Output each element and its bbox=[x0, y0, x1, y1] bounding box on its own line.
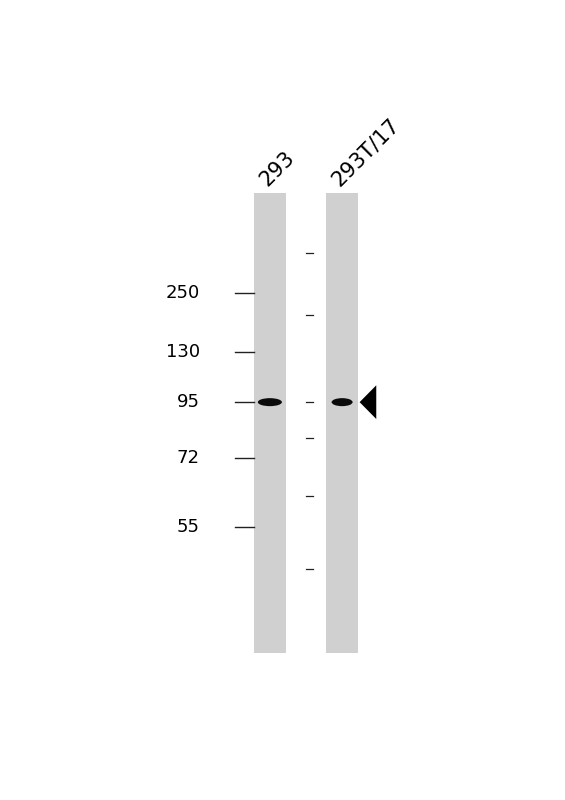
Polygon shape bbox=[359, 386, 376, 419]
Ellipse shape bbox=[332, 398, 353, 406]
Text: 130: 130 bbox=[166, 342, 200, 361]
Ellipse shape bbox=[258, 398, 282, 406]
Bar bbox=[254, 194, 286, 654]
Text: 250: 250 bbox=[166, 284, 200, 302]
Text: 95: 95 bbox=[177, 393, 200, 411]
Text: 72: 72 bbox=[177, 450, 200, 467]
Bar bbox=[327, 194, 358, 654]
Text: 293: 293 bbox=[256, 148, 298, 190]
Text: 55: 55 bbox=[177, 518, 200, 536]
Text: 293T/17: 293T/17 bbox=[328, 115, 403, 190]
